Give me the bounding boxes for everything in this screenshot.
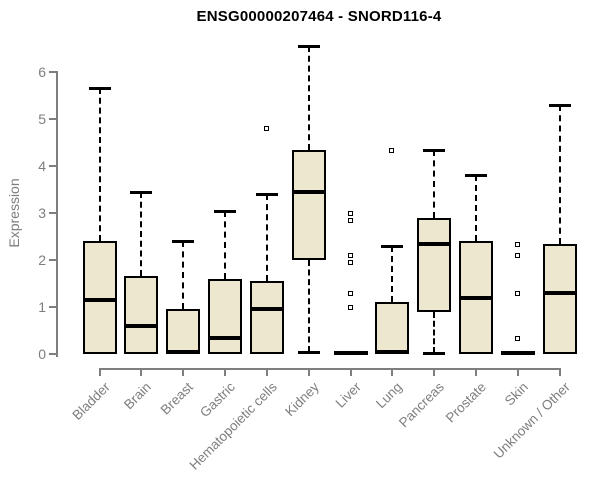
x-axis-tick — [182, 370, 185, 376]
outlier-point — [347, 260, 353, 266]
lower-whisker-cap — [423, 351, 446, 355]
median-line — [417, 241, 452, 246]
outlier-point — [515, 253, 520, 259]
y-axis-tick — [49, 353, 56, 355]
chart-title: ENSG00000207464 - SNORD116-4 — [196, 8, 442, 25]
x-axis-tick — [307, 370, 310, 376]
y-axis-line — [56, 71, 58, 357]
upper-whisker-line — [224, 210, 227, 279]
iqr-box — [249, 281, 284, 354]
outlier-point — [347, 290, 353, 296]
y-axis-tick — [49, 212, 56, 214]
y-tick-label: 1 — [38, 299, 46, 315]
x-axis-tick — [265, 370, 268, 376]
x-axis-tick — [140, 370, 143, 376]
y-axis-tick — [49, 165, 56, 167]
outlier-point — [515, 335, 520, 341]
median-line — [459, 295, 494, 300]
outlier-point — [389, 147, 395, 153]
upper-whisker-cap — [381, 244, 404, 248]
upper-whisker-cap — [255, 193, 278, 197]
x-axis-tick — [558, 370, 561, 376]
median-line — [124, 323, 159, 328]
upper-whisker-line — [98, 88, 101, 242]
upper-whisker-cap — [130, 190, 153, 194]
y-tick-label: 6 — [38, 64, 46, 80]
upper-whisker-line — [475, 175, 478, 242]
y-axis-tick — [49, 259, 56, 261]
median-line — [82, 297, 117, 302]
outlier-point — [347, 218, 353, 224]
outlier-point — [347, 305, 353, 310]
upper-whisker-cap — [297, 45, 320, 49]
y-tick-label: 4 — [38, 158, 46, 174]
median-line — [249, 307, 284, 312]
y-tick-label: 3 — [38, 205, 46, 221]
iqr-box — [417, 217, 452, 312]
upper-whisker-line — [558, 104, 561, 244]
median-line — [166, 349, 201, 354]
upper-whisker-cap — [423, 148, 446, 152]
iqr-box — [82, 241, 117, 354]
iqr-box — [124, 276, 159, 354]
upper-whisker-cap — [548, 103, 571, 107]
iqr-box — [542, 243, 577, 354]
upper-whisker-cap — [214, 209, 237, 213]
outlier-point — [515, 241, 520, 247]
outlier-point — [347, 253, 353, 259]
upper-whisker-line — [307, 46, 310, 150]
upper-whisker-cap — [465, 174, 488, 178]
outlier-point — [263, 126, 269, 132]
lower-whisker-cap — [297, 350, 320, 354]
iqr-box — [291, 149, 326, 260]
upper-whisker-line — [182, 241, 185, 310]
upper-whisker-line — [433, 149, 436, 218]
x-axis-tick — [391, 370, 394, 376]
x-axis-tick — [475, 370, 478, 376]
x-axis-line — [98, 368, 561, 370]
outlier-point — [347, 211, 353, 216]
y-axis-tick — [49, 71, 56, 73]
iqr-box — [208, 278, 243, 354]
lower-whisker-line — [307, 260, 310, 352]
y-axis-tick — [49, 306, 56, 308]
lower-whisker-line — [433, 311, 436, 353]
x-axis-tick — [98, 370, 101, 376]
x-axis-tick — [433, 370, 436, 376]
upper-whisker-line — [140, 191, 143, 277]
median-line — [208, 335, 243, 340]
y-tick-label: 0 — [38, 346, 46, 362]
median-line — [291, 189, 326, 194]
y-tick-label: 2 — [38, 252, 46, 268]
upper-whisker-line — [265, 194, 268, 282]
median-line — [375, 349, 410, 354]
x-axis-tick — [349, 370, 352, 376]
x-axis-tick — [224, 370, 227, 376]
outlier-point — [515, 290, 520, 296]
iqr-box — [375, 302, 410, 354]
iqr-box — [166, 309, 201, 354]
median-line — [501, 350, 535, 355]
upper-whisker-cap — [88, 87, 111, 91]
x-axis-tick — [517, 370, 519, 376]
median-line — [542, 290, 577, 295]
median-line — [333, 350, 368, 355]
upper-whisker-line — [391, 245, 394, 303]
y-tick-label: 5 — [38, 111, 46, 127]
upper-whisker-cap — [172, 240, 195, 244]
y-axis-tick — [49, 118, 56, 120]
